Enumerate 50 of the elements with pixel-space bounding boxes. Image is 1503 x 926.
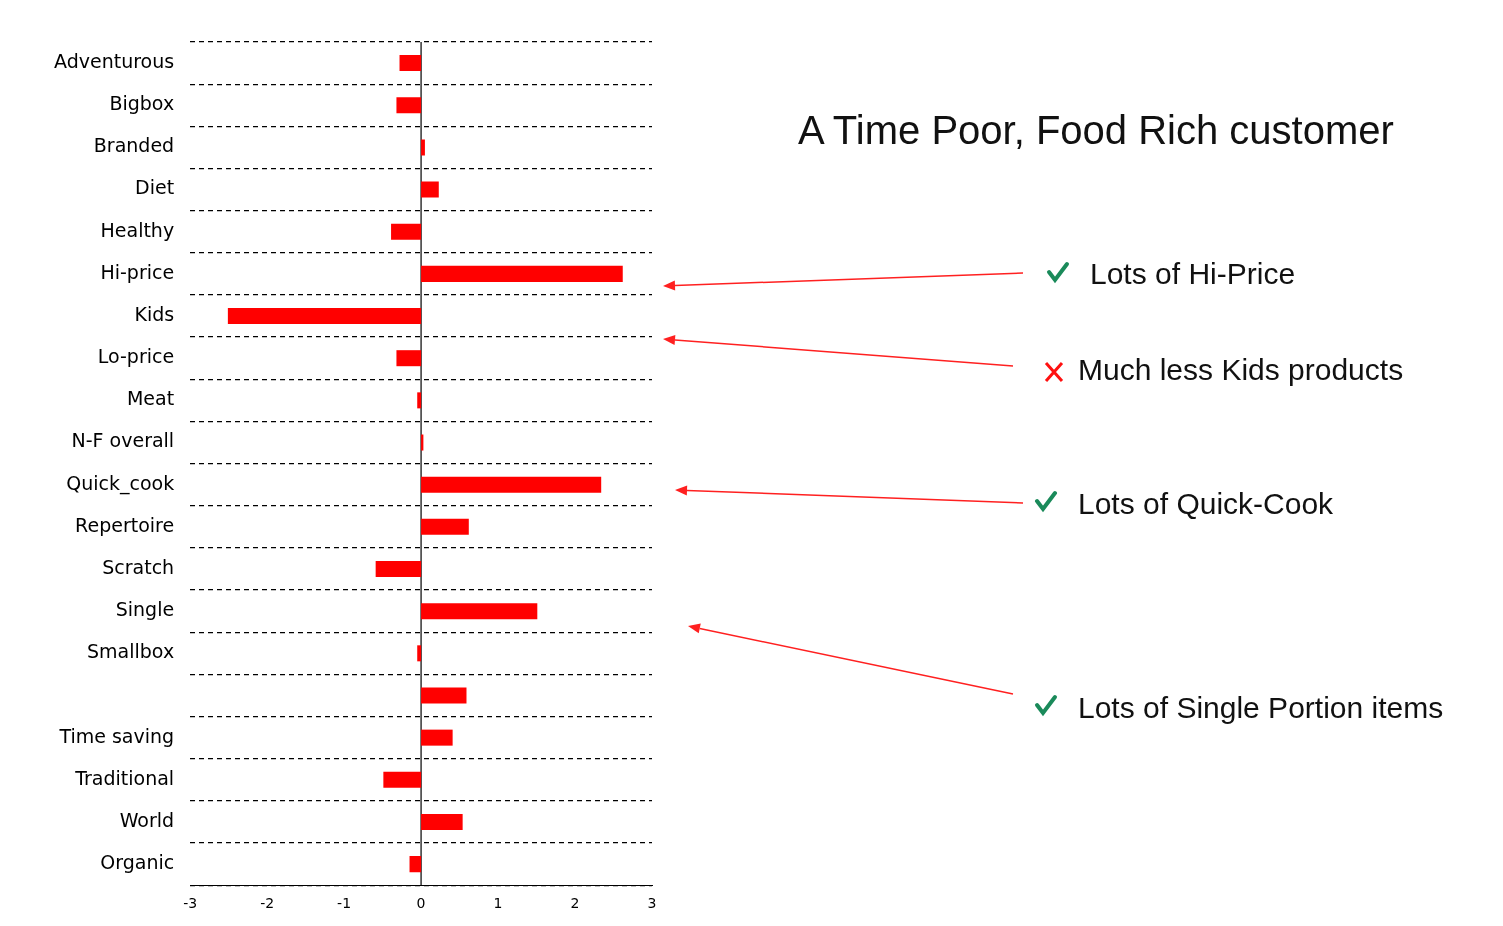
bar — [421, 139, 425, 156]
x-tick-label: 1 — [493, 895, 503, 912]
text: Lots of Hi-Price — [1090, 256, 1296, 292]
bar — [421, 265, 623, 282]
y-tick-label: Single — [115, 598, 175, 621]
y-tick-label: Adventurous — [53, 50, 175, 73]
bar — [417, 392, 422, 409]
text: A Time Poor, Food Rich customer — [798, 108, 1394, 153]
y-tick-label: Bigbox — [109, 92, 175, 115]
x-tick-label: -2 — [260, 895, 275, 912]
y-tick-label: World — [119, 808, 175, 831]
y-tick-label: Repertoire — [75, 513, 175, 536]
y-tick-label: Meat — [126, 387, 175, 410]
bar — [421, 687, 467, 704]
bar — [391, 223, 422, 240]
y-tick-label: Branded — [93, 134, 175, 157]
y-tick-label: Traditional — [74, 766, 175, 789]
bar — [417, 645, 422, 662]
y-tick-label: Kids — [134, 302, 175, 325]
bar — [421, 813, 463, 830]
bar — [383, 771, 422, 788]
x-tick-label: -1 — [337, 895, 352, 912]
bar — [421, 476, 602, 493]
bar — [421, 729, 453, 746]
x-tick-label: 2 — [570, 895, 580, 912]
bar — [421, 181, 439, 198]
x-tick-label: 0 — [416, 895, 426, 912]
bar — [421, 603, 538, 620]
bar — [399, 55, 422, 72]
bar — [375, 560, 422, 578]
y-tick-label: Hi-price — [100, 260, 175, 283]
bar — [421, 518, 469, 535]
y-tick-label: Healthy — [100, 218, 175, 241]
y-tick-label: Diet — [135, 176, 175, 199]
y-tick-label: Smallbox — [87, 640, 175, 663]
x-tick-label: -3 — [183, 895, 198, 912]
y-tick-label: Time saving — [58, 724, 175, 747]
y-tick-label: N-F overall — [71, 429, 175, 452]
x-tick-label: 3 — [647, 895, 657, 912]
bar — [396, 97, 422, 114]
bar — [227, 308, 422, 325]
y-tick-label: Quick_cook — [66, 471, 175, 495]
y-tick-label: Lo-price — [97, 345, 175, 368]
y-tick-label: Organic — [100, 851, 175, 874]
y-tick-label: Scratch — [102, 555, 175, 578]
bar — [396, 350, 422, 367]
bar — [409, 856, 422, 873]
text: Lots of Quick-Cook — [1078, 486, 1334, 522]
text: Much less Kids products — [1078, 352, 1404, 388]
text: Lots of Single Portion items — [1078, 690, 1444, 726]
